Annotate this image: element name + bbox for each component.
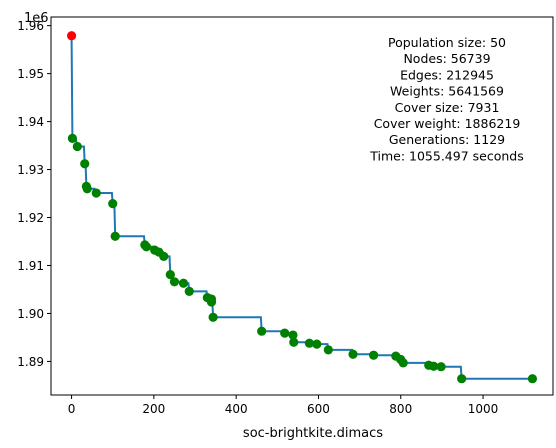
improvement-point [72, 141, 82, 152]
improvement-point [169, 277, 180, 287]
annotation-line: Nodes: 56739 [403, 51, 490, 66]
y-tick-label: 1.96 [17, 19, 44, 33]
improvement-point [159, 251, 169, 261]
improvement-point [178, 278, 189, 288]
improvement-point [289, 337, 299, 347]
improvement-point [457, 374, 467, 384]
annotation-line: Weights: 5641569 [390, 84, 504, 99]
improvement-point [108, 199, 118, 209]
start-point [66, 31, 77, 41]
improvement-point [67, 133, 77, 143]
plot-area [66, 31, 538, 384]
improvement-point [110, 231, 120, 241]
improvement-point [257, 326, 267, 336]
x-tick-label: 200 [142, 402, 165, 416]
improvement-point [527, 374, 538, 384]
improvement-point [429, 361, 439, 371]
y-tick-label: 1.92 [17, 211, 44, 225]
x-axis-label: soc-brightkite.dimacs [243, 426, 383, 441]
improvement-point [206, 294, 217, 304]
improvement-point [368, 350, 379, 360]
improvement-point [208, 312, 218, 322]
x-tick-label: 1000 [468, 402, 499, 416]
improvement-point [141, 242, 152, 252]
improvement-point [184, 286, 194, 296]
x-tick-label: 0 [68, 402, 76, 416]
improvement-point [436, 362, 446, 372]
y-tick-label: 1.90 [17, 307, 44, 321]
improvement-point [398, 358, 408, 368]
plot-content [66, 31, 538, 384]
y-tick-label: 1.95 [17, 67, 44, 81]
improvement-point [348, 349, 358, 359]
improvement-point [91, 188, 101, 198]
annotation-line: Generations: 1129 [389, 132, 505, 147]
annotation-line: Edges: 212945 [400, 67, 494, 82]
annotation-line: Population size: 50 [388, 35, 506, 50]
improvement-point [323, 345, 333, 355]
x-tick-label: 400 [225, 402, 248, 416]
annotation-line: Cover size: 7931 [395, 100, 500, 115]
improvement-point [80, 159, 90, 169]
improvement-point [165, 269, 175, 280]
x-tick-label: 600 [307, 402, 330, 416]
axes: 0 200 400 600 800 1000 1.89 1.90 1.91 1.92 1.93 1.9… [17, 16, 554, 416]
y-tick-label: 1.91 [17, 259, 44, 273]
improvement-point [312, 339, 322, 349]
annotation-line: Cover weight: 1886219 [374, 116, 521, 131]
improvement-point [288, 330, 298, 340]
x-tick-label: 800 [389, 402, 412, 416]
y-offset-label: 1e6 [24, 11, 49, 26]
annotation-line: Time: 1055.497 seconds [369, 148, 524, 163]
y-tick-label: 1.94 [17, 115, 44, 129]
axes-frame [50, 16, 554, 396]
improvement-point [304, 338, 315, 348]
improvement-point [82, 184, 92, 194]
y-tick-label: 1.89 [17, 355, 44, 369]
improvement-point [280, 328, 290, 338]
y-tick-label: 1.93 [17, 163, 44, 177]
